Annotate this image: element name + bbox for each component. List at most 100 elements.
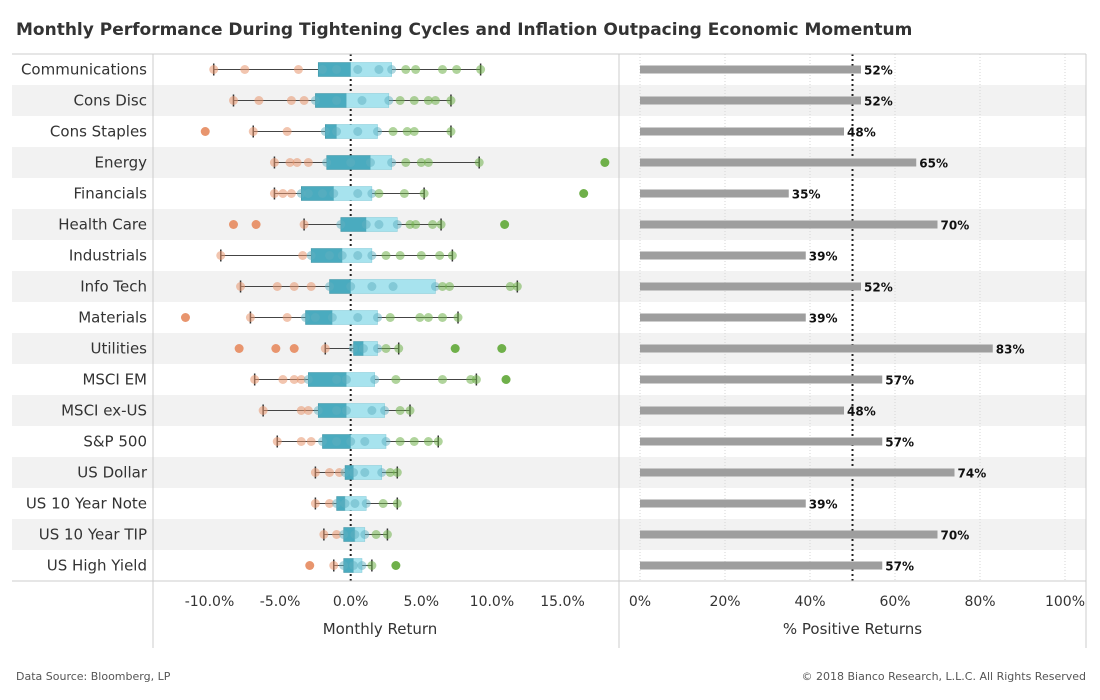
- data-point: [310, 468, 320, 477]
- data-point: [353, 65, 363, 74]
- data-point: [395, 251, 405, 260]
- data-point: [360, 468, 370, 477]
- bar-data-label: 52%: [864, 95, 893, 109]
- category-label: MSCI ex-US: [61, 402, 147, 420]
- data-point: [251, 220, 261, 229]
- data-point: [402, 127, 412, 136]
- category-label: Energy: [94, 154, 147, 172]
- data-point: [401, 158, 411, 167]
- data-point: [409, 437, 419, 446]
- data-point: [446, 96, 456, 105]
- bar-data-label: 39%: [809, 498, 838, 512]
- chart-title: Monthly Performance During Tightening Cy…: [16, 20, 912, 40]
- data-point: [278, 375, 288, 384]
- data-point: [306, 251, 316, 260]
- box-plot-row: [250, 372, 511, 387]
- data-point: [240, 65, 250, 74]
- data-point: [341, 406, 351, 415]
- data-point: [367, 251, 377, 260]
- data-point: [317, 65, 327, 74]
- positive-return-bar: [640, 96, 861, 105]
- data-point: [411, 65, 421, 74]
- data-point: [381, 344, 391, 353]
- positive-return-bar: [640, 251, 806, 260]
- data-point: [500, 220, 510, 229]
- data-point: [292, 158, 302, 167]
- copyright-note: © 2018 Bianco Research, L.L.C. All Right…: [801, 670, 1086, 683]
- data-point: [353, 189, 363, 198]
- grid-lines: [349, 54, 1066, 581]
- data-point: [388, 282, 398, 291]
- data-point: [346, 282, 356, 291]
- row-band: [12, 271, 1086, 302]
- data-point: [248, 127, 258, 136]
- data-point: [180, 313, 190, 322]
- chart-title-part1: Monthly Performance During Tightening Cy…: [16, 20, 518, 40]
- bar-x-tick-label: 0%: [629, 594, 651, 610]
- positive-return-bar: [640, 375, 883, 384]
- data-point: [374, 220, 384, 229]
- data-point: [600, 158, 610, 167]
- data-point: [269, 158, 279, 167]
- data-point: [289, 282, 299, 291]
- data-point: [423, 437, 433, 446]
- data-point: [357, 96, 367, 105]
- data-point: [299, 220, 309, 229]
- box-plot-row: [258, 403, 415, 418]
- data-point: [329, 189, 339, 198]
- category-label: Info Tech: [80, 278, 147, 296]
- category-label: US 10 Year TIP: [39, 526, 147, 544]
- positive-return-bar: [640, 313, 806, 322]
- category-label: Cons Staples: [50, 123, 147, 141]
- data-point: [399, 189, 409, 198]
- data-point: [329, 561, 339, 570]
- data-point: [385, 468, 395, 477]
- bar-data-label: 57%: [885, 560, 914, 574]
- data-point: [332, 437, 342, 446]
- data-point: [365, 158, 375, 167]
- data-point: [325, 468, 335, 477]
- data-point: [416, 251, 426, 260]
- data-point: [423, 158, 433, 167]
- data-point: [437, 282, 447, 291]
- data-point: [371, 530, 381, 539]
- box-plot-row: [228, 93, 456, 108]
- data-point: [423, 313, 433, 322]
- data-point: [325, 251, 335, 260]
- data-point: [303, 158, 313, 167]
- data-point: [319, 530, 329, 539]
- data-point: [367, 189, 377, 198]
- data-point: [423, 96, 433, 105]
- bar-x-tick-label: 80%: [964, 594, 995, 610]
- data-point: [286, 96, 296, 105]
- data-point: [381, 437, 391, 446]
- data-point: [476, 65, 486, 74]
- box-plot-row: [234, 341, 507, 356]
- box-plot-row: [305, 558, 401, 573]
- bar-data-label: 52%: [864, 64, 893, 78]
- data-point: [353, 251, 363, 260]
- row-band: [12, 85, 1086, 116]
- box-plot-row: [209, 62, 486, 77]
- data-point: [236, 282, 246, 291]
- data-point: [505, 282, 515, 291]
- data-point: [361, 220, 371, 229]
- positive-return-bar: [640, 158, 917, 167]
- box-lower-half: [315, 93, 347, 108]
- data-point: [299, 96, 309, 105]
- data-point: [296, 406, 306, 415]
- data-point: [409, 96, 419, 105]
- box-plot-row: [272, 434, 443, 449]
- bar-data-label: 35%: [792, 188, 821, 202]
- data-point: [269, 189, 279, 198]
- category-label: US 10 Year Note: [26, 495, 147, 513]
- box-x-axis-title: Monthly Return: [323, 620, 438, 638]
- data-source-note: Data Source: Bloomberg, LP: [16, 670, 171, 683]
- data-point: [384, 96, 394, 105]
- data-point: [317, 437, 327, 446]
- data-point: [296, 437, 306, 446]
- data-point: [272, 437, 282, 446]
- bar-data-label: 48%: [847, 126, 876, 140]
- chart-title-part2: Inflation Outpacing Economic Momentum: [517, 20, 913, 40]
